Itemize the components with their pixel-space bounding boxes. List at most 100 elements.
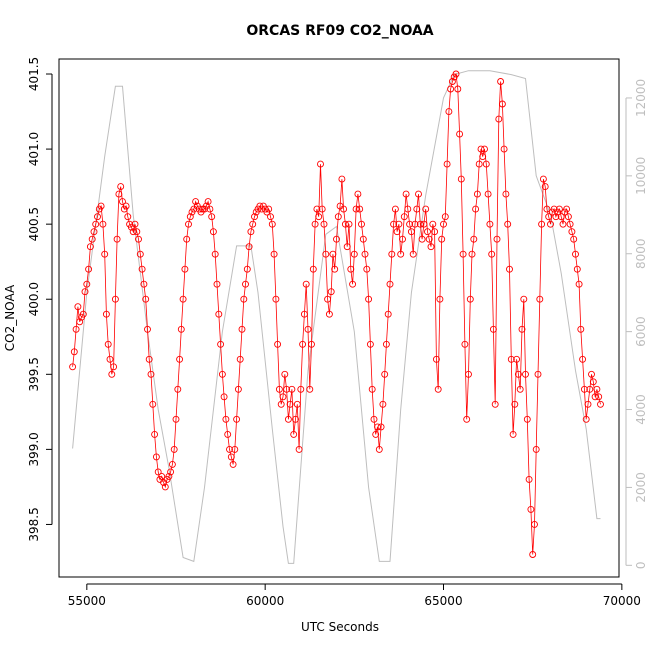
co2-point	[484, 190, 492, 198]
co2-point	[559, 220, 567, 228]
co2-point	[290, 430, 298, 438]
co2-point	[186, 213, 194, 221]
co2-point	[124, 213, 132, 221]
co2-point	[536, 295, 544, 303]
co2-point	[304, 325, 312, 333]
co2-point	[593, 385, 601, 393]
co2-point	[529, 551, 537, 558]
co2-point	[297, 385, 305, 393]
co2-point	[466, 295, 474, 303]
co2-point	[274, 340, 282, 348]
co2-point	[299, 340, 307, 348]
co2-point	[354, 190, 362, 198]
co2-point	[500, 145, 508, 153]
co2-point	[352, 205, 360, 213]
co2-point	[541, 183, 549, 191]
co2-point	[377, 423, 385, 431]
co2-point	[456, 130, 464, 138]
y2-tick-label: 0	[634, 561, 648, 569]
x-axis-label: UTC Seconds	[301, 620, 379, 634]
co2-point	[149, 400, 157, 408]
co2-point	[133, 228, 141, 236]
co2-point	[575, 280, 583, 288]
co2-point	[302, 280, 310, 288]
co2-point	[142, 295, 150, 303]
co2-point	[311, 220, 319, 228]
co2-point	[475, 160, 483, 168]
co2-point	[520, 295, 528, 303]
co2-point	[470, 235, 478, 243]
co2-point	[347, 265, 355, 273]
co2-point	[504, 220, 512, 228]
co2-point	[226, 445, 233, 453]
co2-point	[220, 393, 228, 401]
co2-point	[427, 243, 435, 251]
co2-point	[440, 220, 447, 228]
co2-point	[327, 288, 335, 296]
co2-point	[472, 205, 480, 213]
co2-point	[293, 400, 301, 408]
co2-point	[350, 250, 358, 258]
co2-point	[267, 213, 274, 221]
co2-point	[229, 460, 237, 468]
co2-point	[422, 205, 430, 213]
co2-point	[374, 423, 381, 431]
x-tick-label: 70000	[603, 594, 641, 608]
co2-point	[170, 445, 178, 453]
x-tick-label: 55000	[68, 594, 106, 608]
co2-point	[281, 370, 289, 378]
y2-tick-label: 10000	[634, 157, 648, 195]
co2-point	[268, 220, 276, 228]
co2-point	[138, 265, 146, 273]
co2-point	[90, 228, 98, 236]
co2-point	[313, 205, 321, 213]
y-tick-label: 399.5	[27, 357, 41, 391]
co2-point	[445, 108, 453, 116]
co2-point	[406, 220, 414, 228]
co2-point	[208, 213, 216, 221]
co2-point	[85, 265, 93, 273]
co2-point	[488, 250, 496, 258]
co2-point	[97, 202, 105, 210]
co2-point	[436, 295, 444, 303]
co2-point	[382, 340, 390, 348]
co2-point	[397, 250, 405, 258]
co2-point	[345, 220, 353, 228]
co2-point	[395, 220, 403, 228]
y-axis-left: 398.5 399.0 399.5 400.0 400.5 401.0 401.5	[27, 57, 53, 542]
y-tick-label: 401.5	[27, 57, 41, 91]
co2-point	[538, 220, 546, 228]
co2-point	[365, 295, 373, 303]
co2-point	[447, 85, 455, 93]
co2-point	[238, 325, 246, 333]
co2-point	[461, 340, 469, 348]
co2-point	[443, 160, 451, 168]
co2-point	[513, 355, 521, 363]
co2-point	[152, 453, 160, 461]
co2-point	[329, 250, 337, 258]
co2-point	[532, 445, 540, 453]
co2-point	[122, 202, 130, 210]
co2-point	[320, 220, 328, 228]
co2-point	[161, 483, 169, 491]
co2-point	[206, 205, 214, 213]
y2-tick-label: 4000	[634, 394, 648, 425]
co2-point	[511, 400, 519, 408]
co2-point	[211, 250, 219, 258]
co2-point	[577, 325, 585, 333]
co2-point	[115, 190, 123, 198]
co2-point	[242, 280, 249, 288]
co2-point	[272, 295, 280, 303]
co2-point	[552, 213, 560, 221]
co2-point	[306, 385, 314, 393]
co2-point	[425, 235, 433, 243]
co2-point	[491, 400, 499, 408]
co2-point	[368, 385, 376, 393]
co2-point	[179, 295, 187, 303]
y-tick-label: 398.5	[27, 507, 41, 541]
co2-point	[543, 205, 551, 213]
co2-point	[158, 472, 166, 480]
co2-point	[74, 303, 82, 311]
co2-point	[388, 250, 396, 258]
